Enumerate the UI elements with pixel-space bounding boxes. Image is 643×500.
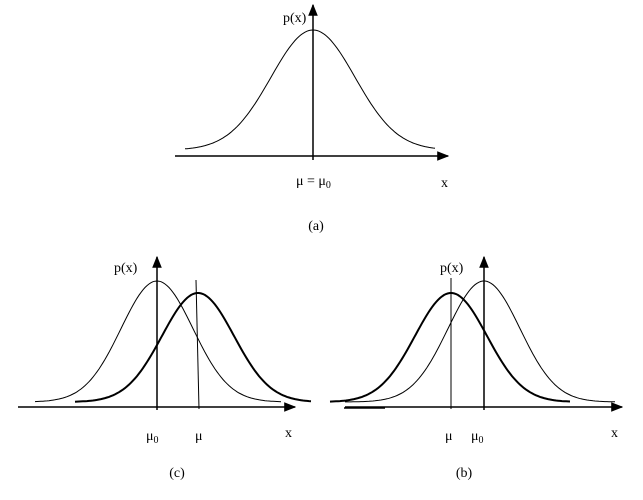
curve-shifted — [329, 292, 571, 403]
mean-line — [195, 279, 200, 410]
mean-main: μ = μ — [296, 174, 326, 189]
x-label: x — [611, 426, 618, 441]
mu0-sub: 0 — [154, 435, 159, 446]
mean-label: μ = μ0 — [296, 174, 331, 191]
x-label: x — [441, 176, 448, 191]
curve-reference — [345, 280, 615, 403]
mu0-label: μ0 — [471, 429, 484, 446]
caption: (c) — [169, 466, 185, 481]
mu0-label: μ0 — [146, 429, 159, 446]
curve — [184, 29, 436, 150]
mean-sub: 0 — [326, 180, 331, 191]
mu-label: μ — [195, 429, 203, 444]
y-label: p(x) — [114, 261, 138, 276]
caption: (a) — [308, 219, 324, 234]
panel-a: p(x) x μ = μ0 (a) — [175, 3, 450, 234]
y-label: p(x) — [440, 261, 464, 276]
y-label: p(x) — [283, 11, 307, 26]
mu0-main: μ — [146, 429, 154, 444]
mu0-main: μ — [471, 429, 479, 444]
mu0-sub: 0 — [479, 435, 484, 446]
mu-label: μ — [445, 429, 453, 444]
caption: (b) — [456, 466, 473, 481]
curve-shifted — [74, 292, 312, 403]
curve-reference — [34, 280, 282, 403]
x-label: x — [285, 426, 292, 441]
panel-c: p(x) x μ0 μ (c) — [18, 255, 312, 481]
panel-b: p(x) x μ μ0 (b) — [329, 255, 624, 481]
